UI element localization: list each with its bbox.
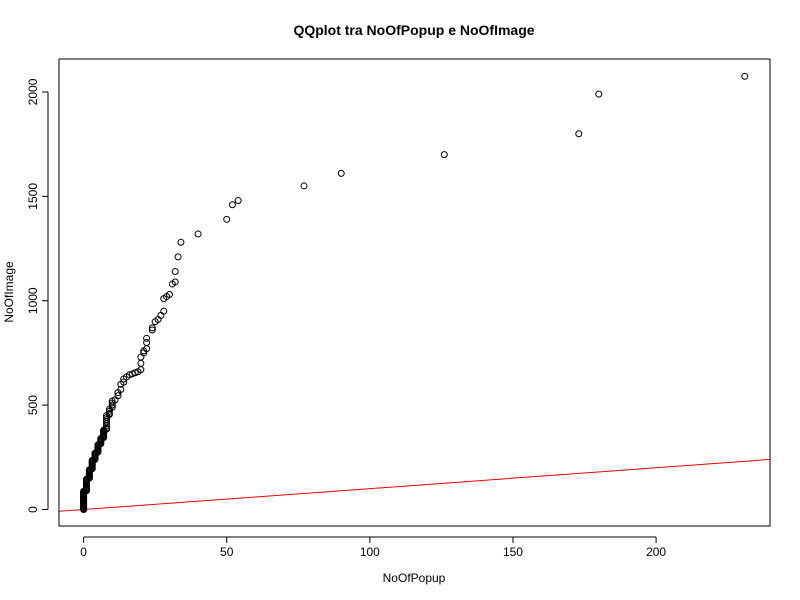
- data-point: [165, 290, 173, 298]
- data-point: [105, 409, 113, 417]
- y-tick-label: 1000: [26, 287, 40, 314]
- data-point: [575, 130, 583, 138]
- data-point: [595, 90, 603, 98]
- data-point: [137, 353, 145, 361]
- data-point: [228, 201, 236, 209]
- data-point: [120, 378, 128, 386]
- data-point: [171, 278, 179, 286]
- x-tick-label: 0: [80, 545, 87, 559]
- data-point: [234, 197, 242, 205]
- x-axis-label: NoOfPopup: [383, 571, 446, 585]
- reference-line-layer: [59, 458, 770, 512]
- data-point: [177, 238, 185, 246]
- data-point: [223, 215, 231, 223]
- data-point: [171, 268, 179, 276]
- y-tick-label: 2000: [26, 78, 40, 105]
- data-point: [148, 324, 156, 332]
- data-point: [174, 253, 182, 261]
- y-tick-label: 0: [26, 506, 40, 513]
- x-tick-label: 200: [646, 545, 666, 559]
- data-point: [300, 182, 308, 190]
- data-point: [117, 385, 125, 393]
- data-point: [114, 392, 122, 400]
- x-tick-label: 150: [503, 545, 523, 559]
- reference-line: [59, 458, 770, 512]
- data-point: [194, 230, 202, 238]
- y-axis-label: NoOfImage: [2, 261, 16, 323]
- y-tick-label: 1500: [26, 183, 40, 210]
- points-layer: [80, 72, 749, 514]
- x-tick-label: 50: [220, 545, 234, 559]
- y-tick-label: 500: [26, 395, 40, 415]
- chart-title: QQplot tra NoOfPopup e NoOfImage: [293, 22, 534, 38]
- data-point: [143, 334, 151, 342]
- data-point: [337, 169, 345, 177]
- data-point: [108, 401, 116, 409]
- data-point: [148, 326, 156, 334]
- data-point: [137, 359, 145, 367]
- data-point: [741, 72, 749, 80]
- data-point: [440, 151, 448, 159]
- data-point: [160, 307, 168, 315]
- plot-border: [58, 58, 771, 527]
- x-tick-label: 100: [360, 545, 380, 559]
- data-point: [157, 311, 165, 319]
- data-point: [143, 338, 151, 346]
- data-point: [103, 416, 111, 424]
